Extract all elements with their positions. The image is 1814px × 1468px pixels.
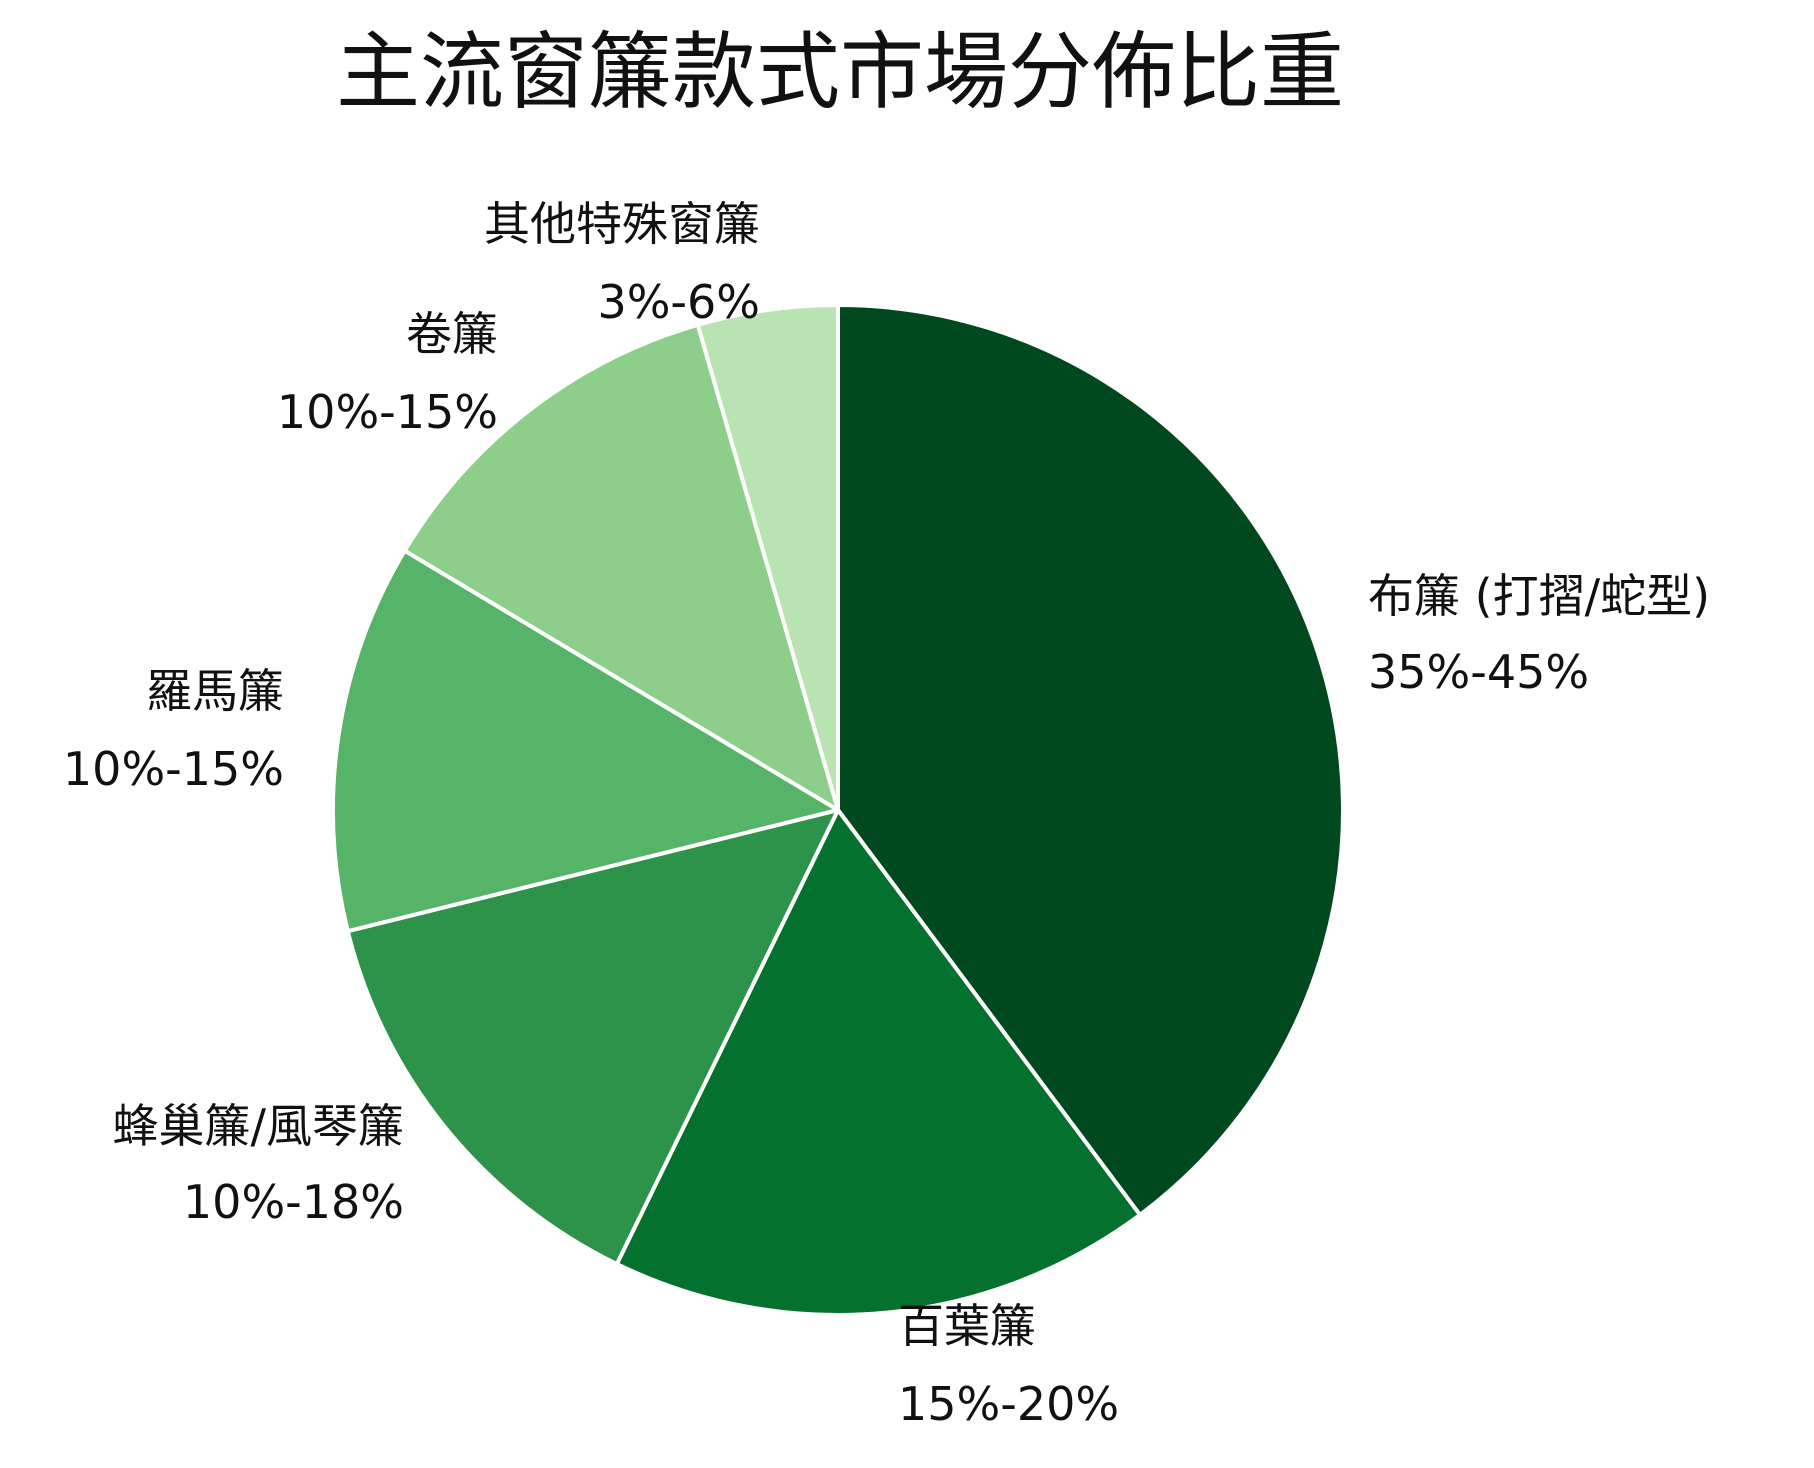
slice-value-label-1: 35%-45%: [1368, 645, 1589, 699]
slice-value-label-4: 10%-15%: [63, 742, 284, 796]
chart-title: 主流窗簾款式市場分佈比重: [335, 23, 1344, 121]
pie-slice-4: [331, 548, 840, 934]
pie-slice-3: [345, 808, 840, 1267]
slice-value-label-3: 10%-18%: [183, 1175, 404, 1229]
pie-slice-2: [614, 808, 1142, 1317]
pie-slice-1: [836, 303, 1345, 1217]
slice-name-label-5: 卷簾: [406, 307, 498, 361]
slice-name-label-6: 其他特殊窗簾: [484, 197, 760, 251]
slice-name-label-3: 蜂巢簾/風琴簾: [113, 1099, 405, 1153]
pie-slices: [331, 303, 1345, 1317]
slice-value-label-2: 15%-20%: [898, 1377, 1119, 1431]
slice-value-label-6: 3%-6%: [597, 275, 760, 329]
slice-name-label-1: 布簾 (打摺/蛇型): [1368, 569, 1710, 623]
slice-name-label-2: 百葉簾: [898, 1299, 1036, 1353]
pie-slice-6: [695, 303, 840, 812]
pie-slice-5: [402, 322, 840, 812]
slice-value-label-5: 10%-15%: [277, 385, 498, 439]
slice-labels: 布簾 (打摺/蛇型) 35%-45% 百葉簾 15%-20% 蜂巢簾/風琴簾 10%-18…: [63, 197, 1710, 1431]
slice-name-label-4: 羅馬簾: [146, 664, 284, 718]
